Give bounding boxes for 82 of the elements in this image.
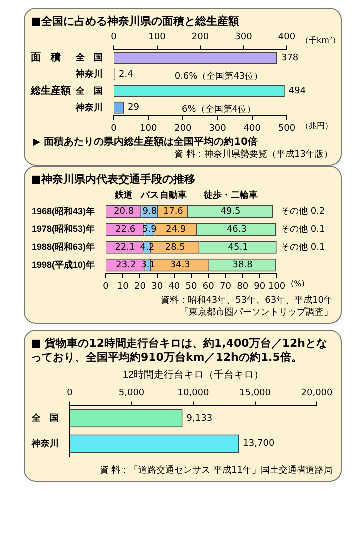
data-label: 9.8 (142, 207, 158, 218)
data-label: 0.2 (310, 207, 326, 218)
data-label: 28.5 (165, 242, 186, 253)
y-tick-label: 神奈川 (31, 438, 59, 448)
data-label: 38.8 (232, 260, 254, 271)
data-label: 494 (288, 86, 306, 97)
data-label: 23.2 (116, 260, 136, 271)
x-tick-label: 20 (134, 282, 146, 292)
x-tick-label: 0 (111, 124, 118, 134)
chart-title: ■全国に占める神奈川県の面積と総生産額 (31, 15, 240, 29)
x-axis-title: 12時間走行台キロ（千台キロ） (122, 368, 264, 381)
y-tick-label: 1968(昭和43)年 (32, 206, 96, 216)
data-label: 0.1 (310, 225, 326, 236)
x-tick-label: 300 (209, 124, 227, 134)
x-tick-label: 500 (278, 124, 296, 134)
x-tick-label: 200 (174, 124, 192, 134)
y-tick-label: 全 国 (75, 86, 103, 96)
series-label: 徒歩・二輪車 (202, 190, 258, 201)
data-label: 17.6 (163, 207, 184, 218)
x2-tick-label: 400 (278, 32, 296, 43)
y-tick-label: 1998(平成10)年 (32, 260, 96, 270)
y-tick-label: 全 国 (31, 412, 59, 423)
x-tick-label: 90 (254, 282, 266, 292)
series-label: その他 (281, 242, 311, 253)
x2-axis-title: （千km²） (301, 36, 341, 45)
x-axis-title: （兆円） (301, 121, 333, 130)
data-label: 45.1 (228, 242, 248, 253)
data-label: 0.1 (310, 242, 326, 253)
text: 資料：昭和43年、53年、63年、平成10年 (160, 295, 333, 307)
y-tick-label: 神奈川 (75, 69, 103, 80)
text: 資 料：「道路交通センサス 平成11年」国土交通省道路局 (98, 465, 333, 477)
x-tick-label: 100 (140, 124, 158, 134)
chart-title: ■神奈川県内代表交通手段の推移 (31, 173, 196, 187)
text: 資 料：神奈川県勢要覧（平成13年版） (174, 149, 333, 161)
x-tick-label: 0 (103, 282, 110, 292)
data-label: 46.3 (226, 225, 247, 236)
x-tick-label: 70 (220, 282, 232, 292)
text: ▶ 面積あたりの県内総生産額は全国平均の約10倍 (33, 137, 260, 149)
x-tick-label: 80 (237, 282, 249, 292)
series-label: 自動車 (160, 190, 187, 201)
data-label: 378 (281, 53, 299, 64)
data-label: 9,133 (186, 414, 213, 424)
text: 総生産額 (30, 84, 71, 97)
x-tick-label: 15,000 (240, 388, 272, 399)
text: その他 (281, 207, 308, 218)
data-label: 49.5 (220, 207, 241, 218)
annotation: 0.6%（全国第43位） (174, 71, 264, 82)
data-label: 13,700 (243, 439, 275, 450)
data-label: 22.6 (116, 225, 136, 236)
data-label: 29 (128, 103, 140, 114)
data-label: 34.3 (170, 260, 190, 271)
x-tick-label: 50 (186, 282, 198, 292)
y-tick-label: 1978(昭和53)年 (32, 224, 96, 234)
y-tick-label: 神奈川 (75, 102, 103, 112)
data-label: 2.4 (119, 70, 134, 80)
y-tick-label: 全 国 (75, 52, 103, 63)
x-tick-label: 60 (202, 282, 215, 292)
text: その他 (281, 225, 308, 236)
x-tick-label: 100 (268, 282, 286, 292)
series-label: 鉄道 (114, 190, 134, 201)
chart-title: ■ 貨物車の12時間走行台キロは、約1,400万台／12hとなっており、全国平均約910万台km／12hの約1.5倍。 (31, 337, 328, 365)
data-label: 20.8 (114, 207, 134, 218)
x-tick-label: 5,000 (118, 388, 145, 399)
x-tick-label: 10,000 (178, 388, 210, 399)
x-axis-title: (%) (291, 279, 305, 288)
x2-tick-label: 100 (148, 32, 166, 43)
data-label: 24.9 (166, 225, 186, 236)
text: 「東京都市圏パーソントリップ調査」 (179, 307, 333, 319)
x-tick-label: 0 (67, 388, 74, 399)
x2-tick-label: 200 (192, 32, 210, 43)
annotation: 6%（全国第4位） (182, 104, 256, 116)
x2-tick-label: 300 (235, 32, 253, 43)
series-label: バス (140, 190, 159, 201)
x-tick-label: 20,000 (301, 388, 334, 399)
x-tick-label: 400 (244, 124, 262, 134)
x2-tick-label: 0 (111, 32, 118, 43)
data-label: 22.1 (115, 242, 136, 253)
text: 面 積 (30, 52, 61, 64)
x-tick-label: 40 (168, 282, 180, 292)
x-tick-label: 10 (117, 282, 130, 292)
y-tick-label: 1988(昭和63)年 (32, 242, 96, 252)
x-tick-label: 30 (152, 282, 164, 292)
